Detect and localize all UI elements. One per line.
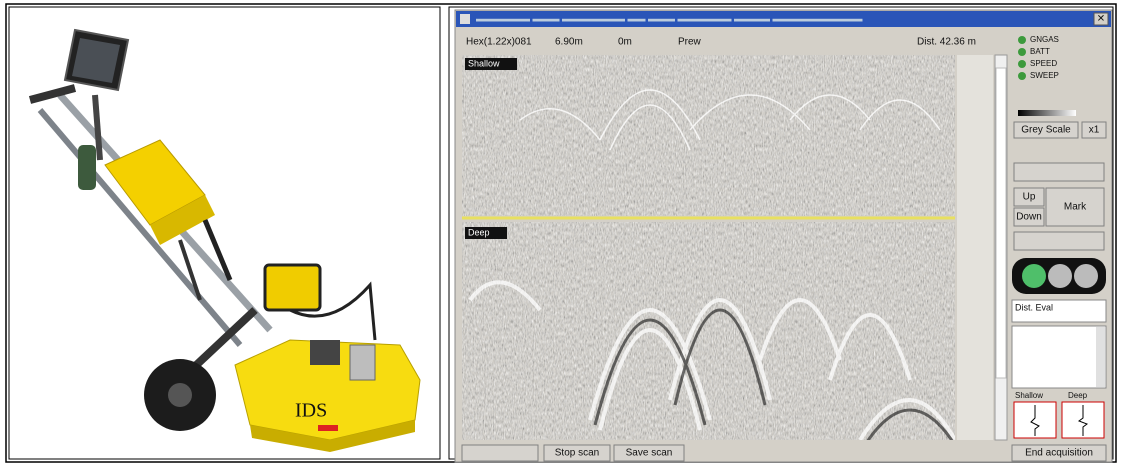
- disabled-button: [1013, 162, 1105, 182]
- up-label: Up: [1023, 192, 1036, 203]
- toolbar-distance: Dist. 42.36 m: [917, 37, 976, 48]
- depth-column: [957, 55, 993, 440]
- radargram-shallow: [462, 55, 955, 216]
- list-box: [1011, 325, 1107, 389]
- mark-label: Mark: [1064, 202, 1087, 213]
- toolbar-position: 0m: [618, 37, 632, 48]
- deep-tag: [465, 227, 507, 239]
- mini-shallow-label: Shallow: [1015, 391, 1043, 400]
- svg-text:✕: ✕: [1097, 14, 1105, 25]
- cell-left: [8, 6, 441, 460]
- mini-deep-label: Deep: [1068, 391, 1088, 400]
- stop-label: Stop scan: [555, 448, 599, 459]
- end-button[interactable]: [1011, 444, 1107, 462]
- status-label: SWEEP: [1030, 71, 1059, 80]
- brand-label: IDS: [295, 400, 327, 422]
- shallow-tag: [465, 58, 517, 70]
- down-label: Down: [1016, 212, 1042, 223]
- zoom-button[interactable]: [1081, 121, 1107, 139]
- deep-label: Deep: [468, 227, 490, 237]
- svg-text:▬▬▬▬▬▬ ▬▬▬ ▬▬▬▬▬▬▬ ▬▬ ▬▬▬ ▬▬▬▬: ▬▬▬▬▬▬ ▬▬▬ ▬▬▬▬▬▬▬ ▬▬ ▬▬▬ ▬▬▬▬▬▬ ▬▬▬▬ ▬▬…: [476, 13, 863, 23]
- status-label: SPEED: [1030, 59, 1057, 68]
- shallow-label: Shallow: [468, 58, 500, 68]
- scale-label: Grey Scale: [1021, 125, 1071, 136]
- up-button[interactable]: [1013, 187, 1045, 207]
- disabled-button: [1013, 231, 1105, 251]
- toolbar-mode: Prew: [678, 37, 702, 48]
- end-label: End acquisition: [1025, 448, 1093, 459]
- down-button[interactable]: [1013, 207, 1045, 227]
- mark-button[interactable]: [1045, 187, 1105, 227]
- status-lights: [1018, 36, 1026, 80]
- status-label: GNGAS: [1030, 35, 1059, 44]
- zoom-label: x1: [1089, 125, 1100, 136]
- scale-button[interactable]: [1013, 121, 1079, 139]
- save-button[interactable]: [613, 444, 685, 462]
- eval-box: [1011, 299, 1107, 323]
- eval-label: Dist. Eval: [1015, 302, 1053, 312]
- radargram-deep: [462, 222, 955, 440]
- save-label: Save scan: [626, 448, 673, 459]
- toolbar-depth: 6.90m: [555, 37, 583, 48]
- status-label: BATT: [1030, 47, 1050, 56]
- device-photo: IDS: [28, 28, 421, 452]
- scale-bar: [1018, 110, 1076, 116]
- stop-button[interactable]: [543, 444, 611, 462]
- start-button: [461, 444, 539, 462]
- toolbar-file: Hex(1.22x)081: [466, 37, 532, 48]
